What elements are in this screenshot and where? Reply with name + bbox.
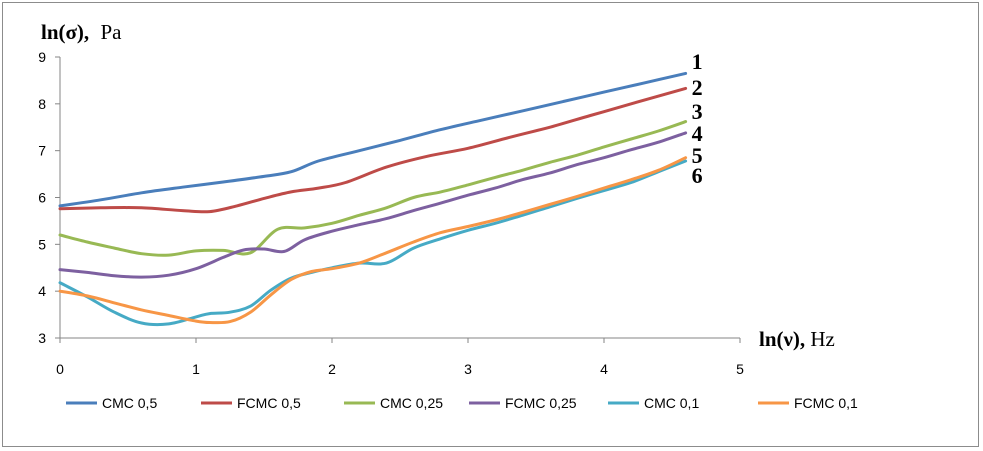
series-line-5: [58, 159, 688, 327]
y-tick-label: 5: [38, 236, 46, 252]
curve-label-1: 1: [692, 49, 703, 74]
legend-label: CMC 0,1: [644, 395, 699, 411]
series-line-6: [58, 156, 688, 325]
y-tick-label: 9: [38, 49, 46, 65]
y-axis-title: ln(σ), Pa: [41, 20, 122, 44]
x-tick-label: 4: [600, 361, 608, 377]
y-axis-title-unit: Pa: [100, 20, 122, 44]
series-line-4: [58, 131, 688, 279]
curve-label-4: 4: [692, 121, 703, 146]
x-axis-title-main: ln(ν),: [759, 327, 805, 351]
y-tick-label: 8: [38, 96, 46, 112]
legend: CMC 0,5 FCMC 0,5 CMC 0,25 FCMC 0,25 CMC 0,1 F…: [66, 395, 858, 411]
legend-label: FCMC 0,1: [794, 395, 858, 411]
series-line-3: [58, 120, 688, 257]
x-axis-title: ln(ν), Hz: [759, 327, 835, 351]
series-line-2: [58, 86, 688, 214]
x-axis-title-unit: Hz: [810, 327, 835, 351]
x-tick-label: 3: [464, 361, 472, 377]
x-tick-label: 5: [736, 361, 744, 377]
y-tick-label: 3: [38, 330, 46, 346]
series-line-1: [58, 71, 688, 208]
y-tick-label: 4: [38, 283, 46, 299]
legend-label: FCMC 0,25: [505, 395, 577, 411]
x-tick-label: 1: [192, 361, 200, 377]
curve-label-3: 3: [692, 99, 703, 124]
curve-label-6: 6: [692, 163, 703, 188]
y-axis-title-main: ln(σ),: [41, 20, 89, 44]
legend-label: CMC 0,5: [102, 395, 157, 411]
axes: [55, 56, 741, 343]
y-tick-label: 6: [38, 190, 46, 206]
curve-label-2: 2: [692, 75, 703, 100]
x-tick-label: 2: [328, 361, 336, 377]
legend-label: FCMC 0,5: [237, 395, 301, 411]
series-lines: [58, 71, 688, 327]
x-tick-label: 0: [56, 361, 64, 377]
legend-label: CMC 0,25: [380, 395, 443, 411]
curve-label-5: 5: [692, 143, 703, 168]
y-tick-label: 7: [38, 143, 46, 159]
